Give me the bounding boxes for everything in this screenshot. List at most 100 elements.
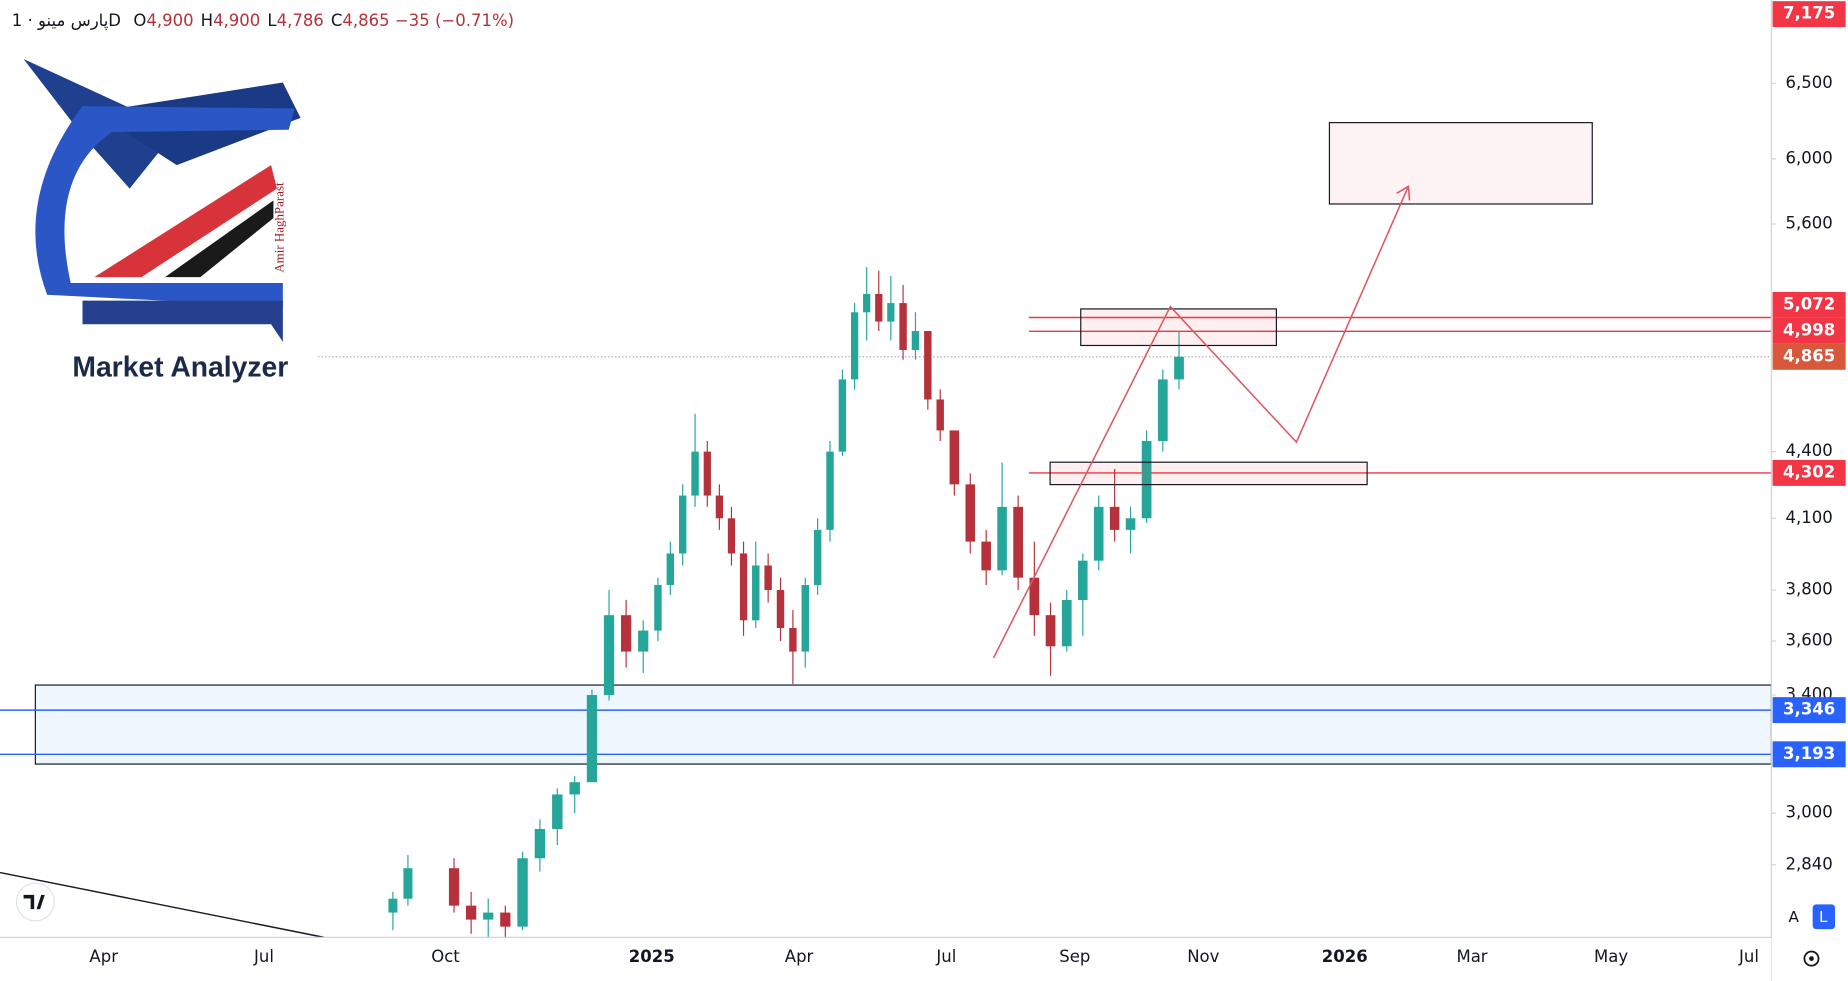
price-label-bg (1772, 741, 1846, 768)
candle-body (801, 585, 809, 652)
y-tick-label: 2,840 (1785, 854, 1832, 873)
trend-line (0, 871, 325, 939)
price-label: 4,865 (1783, 346, 1835, 365)
field-value: 4,900 (146, 11, 193, 30)
log-scale-button-bg[interactable] (1812, 904, 1836, 930)
level-lines (0, 316, 1772, 755)
candle-body (863, 293, 871, 313)
candle-body (678, 495, 687, 554)
symbol: پارس مینو (37, 11, 109, 31)
logo-swoosh (35, 106, 295, 307)
candle-body (1078, 560, 1088, 600)
candle-body (850, 312, 859, 380)
candle-body (887, 303, 895, 322)
y-tick-label: 5,600 (1785, 214, 1832, 233)
tv-logo[interactable] (15, 882, 55, 922)
candle-body (403, 868, 413, 899)
time-axis: Apr Jul Oct 2025 Apr Jul Sep Nov 2026 Mar May Jul (0, 936, 1772, 981)
price-axis: 6,5006,0005,6004,4004,1003,8003,6003,400… (1770, 0, 1848, 981)
candle-body (981, 541, 991, 571)
candle-body (552, 794, 563, 829)
field-key: L (267, 11, 277, 30)
x-tick-label: Jul (253, 947, 274, 966)
x-tick-label: Apr (89, 947, 118, 966)
support-zone (34, 684, 1772, 765)
candle-body (691, 451, 699, 496)
candle-body (752, 565, 760, 621)
candle-body (776, 590, 785, 629)
support-box (1049, 461, 1368, 486)
price-label: 7,175 (1783, 4, 1835, 23)
x-tick-label: 2026 (1322, 947, 1368, 966)
candle-body (1109, 506, 1120, 530)
price-label: 3,346 (1783, 700, 1835, 719)
candle-body (620, 615, 632, 652)
gear-center (1809, 956, 1814, 961)
y-tick-label: 4,100 (1785, 508, 1832, 527)
y-tick-label: 6,500 (1785, 73, 1832, 92)
ohlc-fields: O4,900 H4,900 L4,786 C4,865 (133, 11, 389, 30)
candle-body (1141, 440, 1152, 519)
candle-body (483, 912, 494, 920)
tv-logo-bg[interactable] (15, 882, 55, 922)
field-value: 4,900 (213, 11, 260, 30)
logo: Market Analyzer Amir HaghParast (23, 58, 301, 383)
candle-body (654, 585, 662, 631)
logo-frame (82, 300, 283, 342)
candle-body (1013, 506, 1023, 578)
candle-body (838, 379, 847, 452)
candle-body (638, 630, 649, 652)
candle-body (727, 518, 736, 554)
candle-body (813, 529, 822, 586)
price-label-bg (1772, 291, 1846, 318)
y-tick-label: 3,800 (1785, 580, 1832, 599)
x-tick-label: Mar (1456, 947, 1487, 966)
price-label-bg (1772, 697, 1846, 724)
field-value: 4,786 (277, 11, 324, 30)
candle-body (875, 293, 883, 322)
x-tick-label: Nov (1187, 947, 1219, 966)
candle-body (764, 565, 772, 591)
x-tick-label: Apr (785, 947, 814, 966)
candle-body (1093, 506, 1104, 561)
x-tick-label: May (1594, 947, 1628, 966)
logo-author: Amir HaghParast (271, 182, 286, 273)
header: پارس مینو · 1D O4,900 H4,900 L4,786 C4,865 … (12, 11, 514, 31)
price-label-bg (1772, 317, 1846, 344)
candle-body (1174, 356, 1184, 380)
x-tick-label: Jul (935, 947, 956, 966)
field-key: O (133, 11, 146, 30)
projection-arrow (1396, 185, 1411, 201)
settings-button[interactable] (1803, 950, 1820, 967)
y-tick-label: 6,000 (1785, 148, 1832, 167)
field-key: H (201, 11, 213, 30)
price-label: 4,302 (1783, 462, 1835, 481)
candle-body (500, 912, 511, 927)
candle-body (826, 451, 834, 530)
candle-body (517, 858, 528, 927)
log-scale-button[interactable]: L (1819, 908, 1828, 926)
candle-body (1045, 615, 1056, 647)
candle-body (1125, 518, 1136, 530)
candle-body (899, 303, 907, 351)
price-axis-bg (1771, 0, 1848, 981)
target-box (1328, 122, 1593, 205)
gear[interactable] (1803, 950, 1820, 967)
price-label: 4,998 (1783, 320, 1835, 339)
candle-body (448, 868, 460, 906)
candles (388, 267, 1184, 941)
y-tick-label: 4,400 (1785, 441, 1832, 460)
candle-body (603, 615, 615, 695)
auto-scale-button[interactable]: A (1789, 908, 1800, 926)
candle-body (997, 506, 1007, 571)
price-label: 5,072 (1783, 294, 1835, 313)
price-label: 3,193 (1783, 744, 1835, 763)
candle-body (715, 495, 723, 519)
drawings-over (992, 122, 1593, 659)
candle-body (1061, 599, 1072, 647)
candle-body (911, 330, 920, 351)
price-label-bg (1772, 459, 1846, 486)
x-tick-label: 2025 (629, 947, 675, 966)
